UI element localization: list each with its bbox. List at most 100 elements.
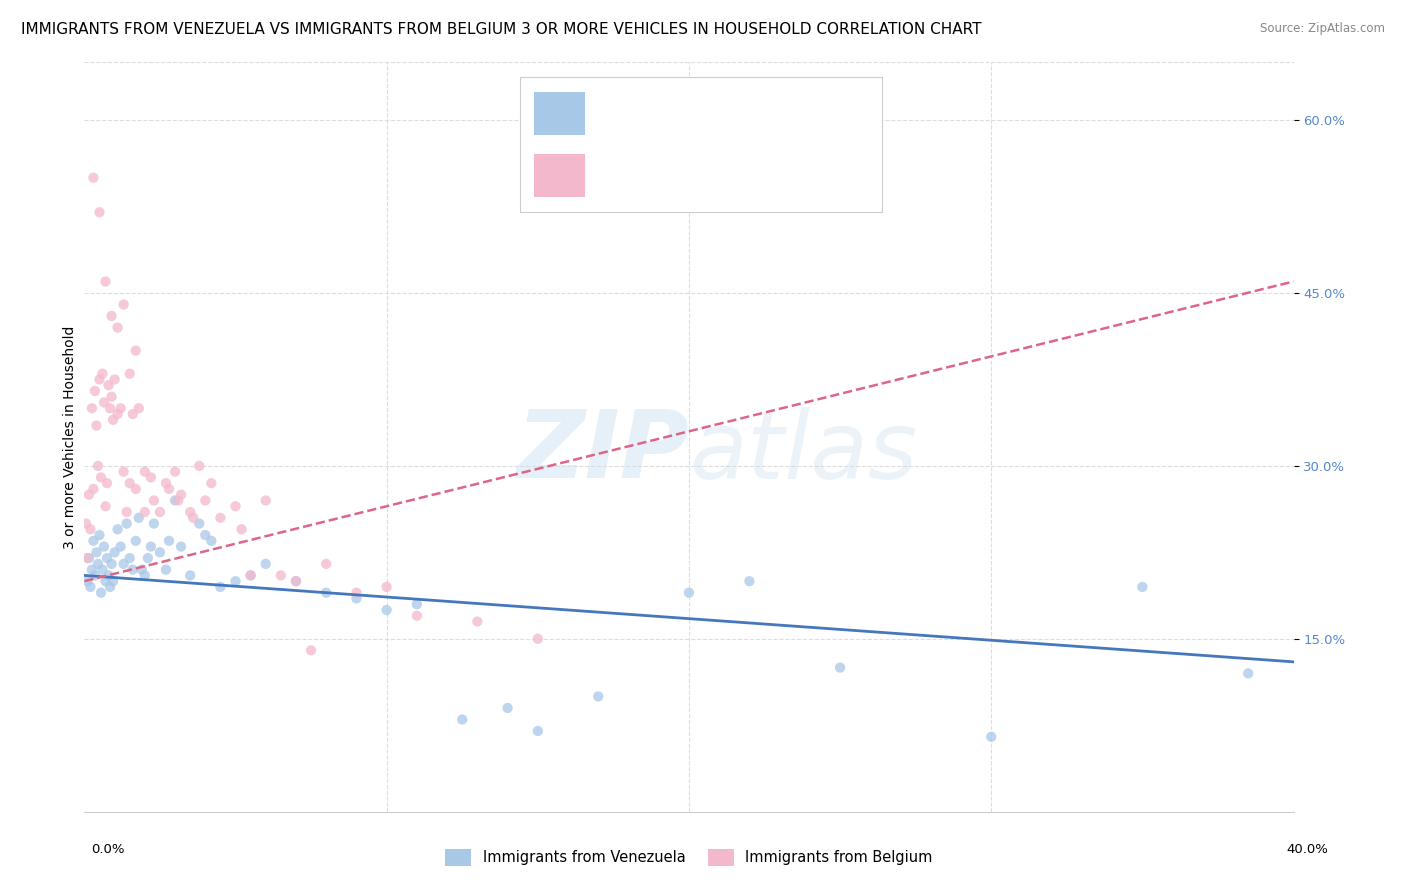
Point xyxy=(406,608,429,623)
Point xyxy=(75,516,97,531)
Point xyxy=(142,516,165,531)
Text: Source: ZipAtlas.com: Source: ZipAtlas.com xyxy=(1260,22,1385,36)
Point xyxy=(181,510,204,524)
Point xyxy=(239,568,262,582)
Point xyxy=(451,713,474,727)
Point xyxy=(131,563,153,577)
Text: ZIP: ZIP xyxy=(516,406,689,498)
Point xyxy=(225,500,247,514)
Point xyxy=(225,574,247,589)
Point xyxy=(93,395,115,409)
Point xyxy=(1132,580,1154,594)
Point xyxy=(77,551,100,566)
Point xyxy=(128,510,150,524)
Point xyxy=(170,488,193,502)
Point xyxy=(346,591,368,606)
Point xyxy=(93,540,115,554)
Point xyxy=(87,458,110,473)
Point xyxy=(315,557,337,571)
Point xyxy=(406,597,429,611)
Point xyxy=(101,574,124,589)
Point xyxy=(200,476,222,491)
Text: 0.0%: 0.0% xyxy=(91,843,125,856)
Point xyxy=(97,378,120,392)
Point xyxy=(738,574,761,589)
Point xyxy=(90,470,112,484)
Point xyxy=(299,643,322,657)
Point xyxy=(94,500,117,514)
Point xyxy=(285,574,308,589)
Point xyxy=(467,615,489,629)
Point xyxy=(82,170,104,185)
Point xyxy=(375,603,398,617)
Point xyxy=(188,458,211,473)
Point xyxy=(87,557,110,571)
Point xyxy=(121,563,143,577)
Point xyxy=(200,533,222,548)
Point xyxy=(496,701,519,715)
Point xyxy=(115,505,138,519)
Point xyxy=(118,367,141,381)
Point xyxy=(527,724,550,739)
Point xyxy=(254,493,277,508)
Point xyxy=(194,528,217,542)
Point xyxy=(346,585,368,599)
Point xyxy=(125,343,148,358)
Point xyxy=(139,470,162,484)
Point xyxy=(157,533,180,548)
Point xyxy=(121,407,143,421)
Point xyxy=(157,482,180,496)
Point xyxy=(76,551,98,566)
Point xyxy=(136,551,159,566)
Point xyxy=(128,401,150,416)
Point xyxy=(194,493,217,508)
Point xyxy=(209,510,232,524)
Point xyxy=(104,372,127,386)
Point xyxy=(107,522,129,536)
Point xyxy=(96,551,118,566)
Point xyxy=(125,482,148,496)
Point xyxy=(285,574,308,589)
Point xyxy=(94,275,117,289)
Point xyxy=(98,580,121,594)
Point xyxy=(118,551,141,566)
Point xyxy=(678,585,700,599)
Point xyxy=(79,580,101,594)
Point xyxy=(155,563,177,577)
Point xyxy=(80,563,103,577)
Point xyxy=(100,390,122,404)
Point xyxy=(134,465,156,479)
Y-axis label: 3 or more Vehicles in Household: 3 or more Vehicles in Household xyxy=(63,326,77,549)
Point xyxy=(101,413,124,427)
Point xyxy=(139,540,162,554)
Point xyxy=(165,493,187,508)
Legend: Immigrants from Venezuela, Immigrants from Belgium: Immigrants from Venezuela, Immigrants fr… xyxy=(439,843,939,871)
Point xyxy=(110,540,132,554)
Point xyxy=(89,205,111,219)
Point xyxy=(86,545,108,559)
Point xyxy=(980,730,1002,744)
Point xyxy=(167,493,190,508)
Point xyxy=(142,493,165,508)
Point xyxy=(82,482,104,496)
Point xyxy=(179,505,201,519)
Point xyxy=(110,401,132,416)
Point xyxy=(315,585,337,599)
Point xyxy=(89,528,111,542)
Point xyxy=(104,545,127,559)
Point xyxy=(134,505,156,519)
Point xyxy=(107,320,129,334)
Point xyxy=(165,465,187,479)
Text: atlas: atlas xyxy=(689,407,917,498)
Point xyxy=(100,309,122,323)
Point xyxy=(179,568,201,582)
Point xyxy=(118,476,141,491)
Point xyxy=(84,384,107,398)
Point xyxy=(112,465,135,479)
Text: 40.0%: 40.0% xyxy=(1286,843,1329,856)
Point xyxy=(86,418,108,433)
Point xyxy=(125,533,148,548)
Point xyxy=(209,580,232,594)
Point xyxy=(76,574,98,589)
Point xyxy=(588,690,610,704)
